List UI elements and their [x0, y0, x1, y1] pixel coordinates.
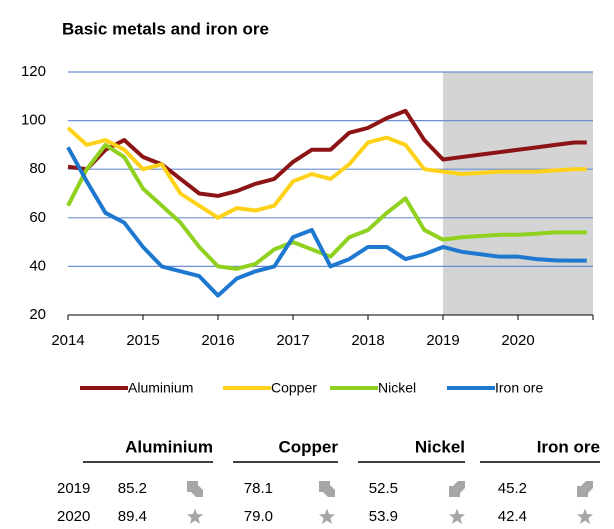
legend-label: Aluminium [128, 380, 193, 396]
chart-title: Basic metals and iron ore [62, 19, 269, 38]
table-header: Iron ore [537, 437, 600, 456]
x-tick-label: 2014 [51, 332, 84, 349]
y-tick-label: 40 [29, 257, 46, 274]
table-value: 89.4 [118, 508, 147, 525]
x-tick-label: 2020 [501, 332, 534, 349]
table-value: 45.2 [498, 480, 527, 497]
x-tick-label: 2019 [426, 332, 459, 349]
x-tick-label: 2017 [276, 332, 309, 349]
series-line [66, 146, 587, 298]
series-line [66, 142, 587, 271]
series-line [66, 126, 587, 220]
x-tick-label: 2015 [126, 332, 159, 349]
y-tick-label: 120 [21, 63, 46, 80]
legend-label: Copper [271, 380, 317, 396]
table-value: 53.9 [369, 508, 398, 525]
star-icon [186, 508, 204, 524]
trend-arrow [449, 481, 465, 497]
row-label: 2020 [57, 508, 90, 525]
star-icon [448, 508, 466, 524]
table-value: 79.0 [244, 508, 273, 525]
table-header: Copper [279, 437, 339, 456]
legend-label: Iron ore [495, 380, 543, 396]
legend-label: Nickel [378, 380, 416, 396]
table-header: Nickel [415, 437, 465, 456]
table-value: 42.4 [498, 508, 527, 525]
y-tick-label: 20 [29, 306, 46, 323]
table-value: 78.1 [244, 480, 273, 497]
trend-arrow [187, 481, 203, 497]
star-icon [318, 508, 336, 524]
table-value: 52.5 [369, 480, 398, 497]
x-tick-label: 2018 [351, 332, 384, 349]
y-tick-label: 60 [29, 209, 46, 226]
table-header: Aluminium [125, 437, 213, 456]
y-tick-label: 100 [21, 112, 46, 129]
series-line [67, 108, 587, 198]
star-icon [576, 508, 594, 524]
trend-arrow [577, 481, 593, 497]
y-tick-label: 80 [29, 160, 46, 177]
forecast-shade [443, 72, 593, 315]
trend-arrow [319, 481, 335, 497]
x-tick-label: 2016 [201, 332, 234, 349]
table-value: 85.2 [118, 480, 147, 497]
row-label: 2019 [57, 480, 90, 497]
